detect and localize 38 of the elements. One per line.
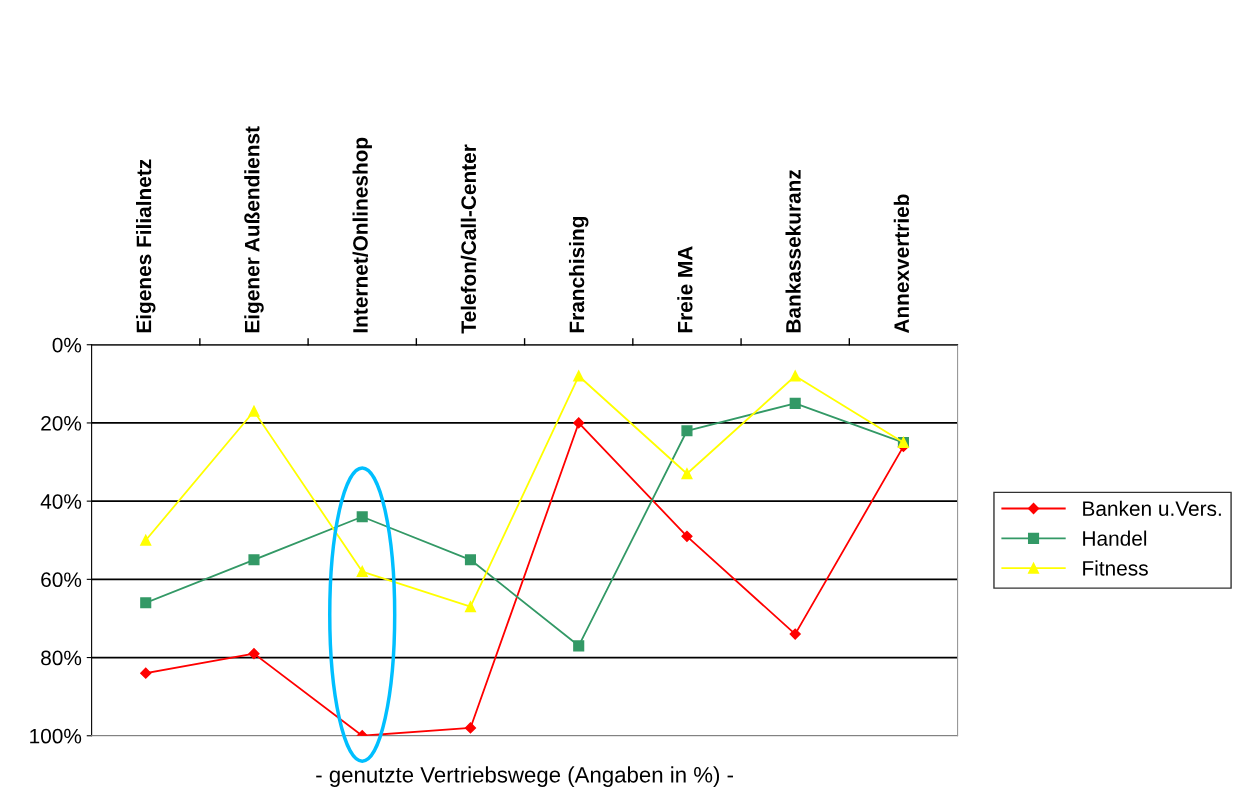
- point: [140, 597, 152, 609]
- x-tick-label: Freie MA: [677, 246, 693, 333]
- x-tick-label: Annexvertrieb: [893, 194, 910, 334]
- point: [248, 648, 260, 660]
- x-tick-label: Eigenes Filialnetz: [135, 159, 156, 333]
- x-tick-label: Franchising: [568, 216, 589, 333]
- y-tick-label: 20%: [41, 415, 82, 431]
- legend-label: Banken u.Vers.: [1083, 500, 1221, 516]
- point: [356, 511, 368, 523]
- x-axis-title: - genutzte Vertriebswege (Angaben in %) -: [316, 766, 733, 788]
- point: [681, 425, 693, 437]
- point: [789, 370, 801, 382]
- point: [464, 554, 477, 566]
- point: [573, 640, 585, 652]
- legend-label: Handel: [1083, 530, 1147, 546]
- point: [464, 601, 477, 613]
- point: [681, 468, 693, 480]
- point: [140, 534, 152, 546]
- point: [789, 628, 801, 640]
- point: [573, 417, 585, 429]
- point: [681, 530, 693, 542]
- y-tick-label: 80%: [41, 650, 82, 666]
- x-tick-label: Internet/Onlineshop: [352, 137, 372, 333]
- x-tick-label: Bankassekuranz: [785, 169, 801, 333]
- point: [789, 397, 801, 409]
- y-tick-label: 60%: [41, 572, 82, 588]
- legend-label: Fitness: [1083, 560, 1148, 576]
- y-tick-label: 0%: [52, 337, 82, 353]
- y-tick-label: 40%: [40, 494, 82, 509]
- point: [464, 722, 477, 734]
- point: [140, 667, 152, 679]
- x-tick-label: Telefon/Call-Center: [460, 144, 477, 334]
- point: [248, 405, 260, 417]
- point: [248, 554, 260, 566]
- x-tick-label: Eigener Außendienst: [244, 126, 264, 333]
- y-tick-label: 100%: [30, 728, 82, 744]
- point: [356, 565, 368, 578]
- point: [573, 370, 585, 382]
